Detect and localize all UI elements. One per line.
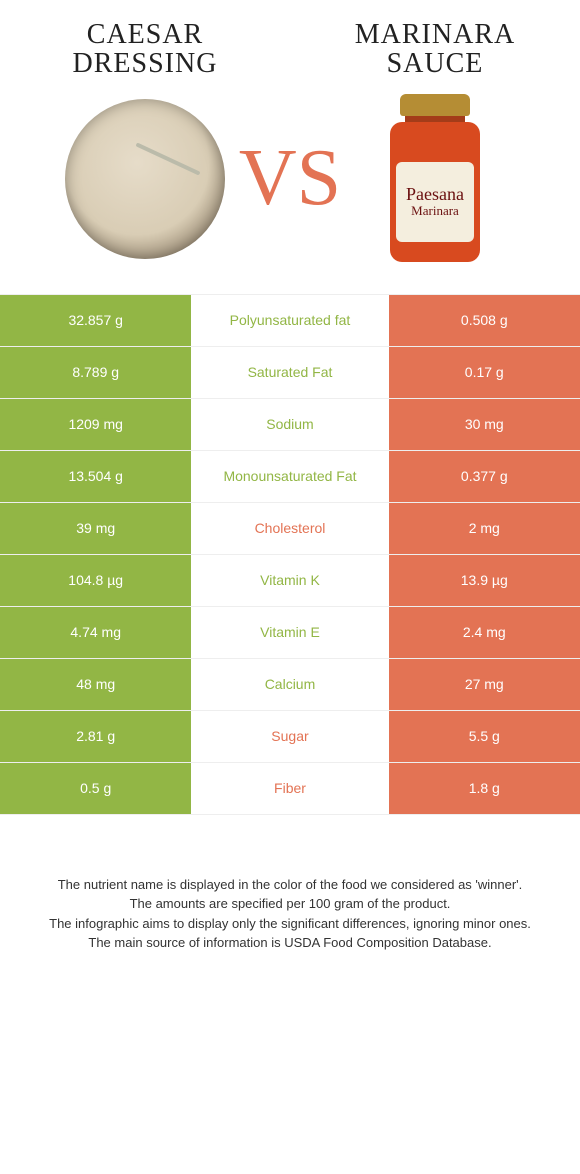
nutrient-name: Polyunsaturated fat <box>191 295 388 346</box>
comparison-table: 32.857 gPolyunsaturated fat0.508 g8.789 … <box>0 294 580 815</box>
table-row: 4.74 mgVitamin E2.4 mg <box>0 607 580 659</box>
nutrient-name: Saturated Fat <box>191 347 388 398</box>
right-value: 30 mg <box>389 399 580 450</box>
left-value: 13.504 g <box>0 451 191 502</box>
footnote-1: The nutrient name is displayed in the co… <box>30 875 550 895</box>
right-value: 0.17 g <box>389 347 580 398</box>
jar-brand: Paesana <box>406 184 464 205</box>
table-row: 13.504 gMonounsaturated Fat0.377 g <box>0 451 580 503</box>
table-row: 2.81 gSugar5.5 g <box>0 711 580 763</box>
product-images: VS Paesana Marinara <box>0 94 580 264</box>
table-row: 0.5 gFiber1.8 g <box>0 763 580 815</box>
footnote-2: The amounts are specified per 100 gram o… <box>30 894 550 914</box>
left-value: 104.8 µg <box>0 555 191 606</box>
footnote-4: The main source of information is USDA F… <box>30 933 550 953</box>
marinara-jar-icon: Paesana Marinara <box>385 94 485 264</box>
right-value: 27 mg <box>389 659 580 710</box>
left-value: 1209 mg <box>0 399 191 450</box>
left-value: 48 mg <box>0 659 191 710</box>
jar-kind: Marinara <box>411 203 459 219</box>
nutrient-name: Fiber <box>191 763 388 814</box>
titles: CAESAR DRESSING MARINARA SAUCE <box>0 20 580 79</box>
nutrient-name: Vitamin E <box>191 607 388 658</box>
right-value: 1.8 g <box>389 763 580 814</box>
table-row: 48 mgCalcium27 mg <box>0 659 580 711</box>
left-value: 0.5 g <box>0 763 191 814</box>
vs-label: VS <box>239 133 341 224</box>
table-row: 8.789 gSaturated Fat0.17 g <box>0 347 580 399</box>
left-image <box>29 99 261 259</box>
left-value: 4.74 mg <box>0 607 191 658</box>
right-value: 13.9 µg <box>389 555 580 606</box>
left-title: CAESAR DRESSING <box>15 20 276 79</box>
nutrient-name: Calcium <box>191 659 388 710</box>
table-row: 39 mgCholesterol2 mg <box>0 503 580 555</box>
table-row: 1209 mgSodium30 mg <box>0 399 580 451</box>
right-value: 2.4 mg <box>389 607 580 658</box>
nutrient-name: Sugar <box>191 711 388 762</box>
nutrient-name: Cholesterol <box>191 503 388 554</box>
footnotes: The nutrient name is displayed in the co… <box>0 875 580 953</box>
left-value: 32.857 g <box>0 295 191 346</box>
table-row: 32.857 gPolyunsaturated fat0.508 g <box>0 295 580 347</box>
footnote-3: The infographic aims to display only the… <box>30 914 550 934</box>
left-value: 8.789 g <box>0 347 191 398</box>
right-value: 5.5 g <box>389 711 580 762</box>
table-row: 104.8 µgVitamin K13.9 µg <box>0 555 580 607</box>
left-value: 39 mg <box>0 503 191 554</box>
caesar-bowl-icon <box>65 99 225 259</box>
nutrient-name: Vitamin K <box>191 555 388 606</box>
right-title: MARINARA SAUCE <box>305 20 566 79</box>
right-value: 0.377 g <box>389 451 580 502</box>
right-value: 2 mg <box>389 503 580 554</box>
left-value: 2.81 g <box>0 711 191 762</box>
right-value: 0.508 g <box>389 295 580 346</box>
nutrient-name: Sodium <box>191 399 388 450</box>
nutrient-name: Monounsaturated Fat <box>191 451 388 502</box>
right-image: Paesana Marinara <box>319 94 551 264</box>
